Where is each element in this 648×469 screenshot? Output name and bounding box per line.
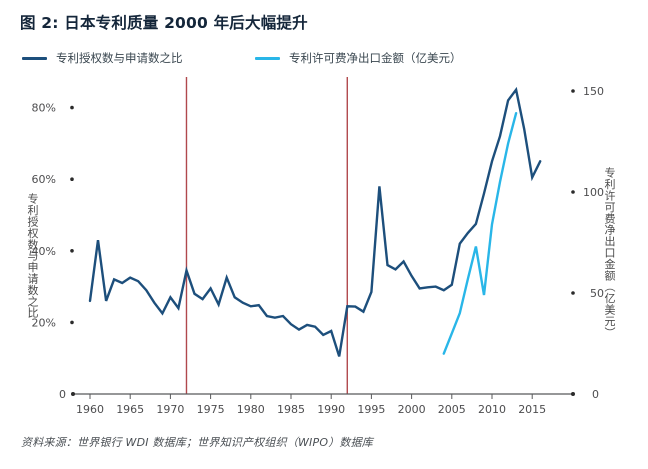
left-tick-dot-80 bbox=[70, 105, 74, 110]
x-tick-label-1990: 1990 bbox=[317, 403, 345, 416]
x-axis-end-dot bbox=[571, 392, 575, 396]
left-tick-dot-20 bbox=[70, 320, 74, 325]
x-tick-label-1960: 1960 bbox=[76, 403, 104, 416]
x-tick-label-1970: 1970 bbox=[156, 403, 184, 416]
legend-item-ratio: 专利授权数与申请数之比 bbox=[22, 51, 183, 65]
x-axis-start-dot bbox=[71, 392, 75, 396]
right-tick-label-100: 100 bbox=[583, 186, 604, 199]
right-axis-title: 专利许可费净出口金额（亿美元） bbox=[603, 167, 616, 338]
series-line-license bbox=[442, 111, 518, 355]
right-tick-dot-100 bbox=[571, 190, 575, 194]
source-note: 资料来源：世界银行 WDI 数据库；世界知识产权组织（WIPO）数据库 bbox=[21, 436, 373, 449]
x-tick-label-1980: 1980 bbox=[237, 403, 265, 416]
left-tick-dot-40 bbox=[70, 249, 74, 253]
left-tick-label-40: 40% bbox=[32, 245, 56, 258]
left-tick-label-60: 60% bbox=[32, 173, 56, 186]
left-tick-label-80: 80% bbox=[32, 102, 56, 115]
right-tick-dot-50 bbox=[571, 291, 575, 295]
x-tick-label-1985: 1985 bbox=[277, 403, 305, 416]
right-tick-label-150: 150 bbox=[583, 85, 604, 98]
left-tick-dot-60 bbox=[70, 177, 74, 181]
left-tick-label-20: 20% bbox=[32, 316, 56, 329]
x-tick-label-2015: 2015 bbox=[518, 403, 546, 416]
legend-label-license: 专利许可费净出口金额（亿美元） bbox=[289, 51, 462, 65]
left-tick-label-0: 0 bbox=[59, 388, 66, 401]
legend-label-ratio: 专利授权数与申请数之比 bbox=[56, 51, 183, 65]
x-tick-label-1965: 1965 bbox=[116, 403, 144, 416]
x-tick-label-1995: 1995 bbox=[357, 403, 385, 416]
page-title: 图 2: 日本专利质量 2000 年后大幅提升 bbox=[20, 14, 308, 32]
x-tick-label-2000: 2000 bbox=[398, 403, 426, 416]
left-axis-title: 专利授权数与申请数之比 bbox=[26, 193, 39, 319]
x-tick-label-1975: 1975 bbox=[197, 403, 225, 416]
legend-line-swatch-license bbox=[255, 56, 280, 60]
right-tick-label-50: 50 bbox=[590, 287, 604, 300]
series-line-ratio bbox=[88, 86, 542, 357]
right-tick-label-0: 0 bbox=[592, 388, 599, 401]
legend-line-swatch-ratio bbox=[22, 56, 47, 60]
x-tick-label-2005: 2005 bbox=[438, 403, 466, 416]
legend-item-license: 专利许可费净出口金额（亿美元） bbox=[255, 51, 462, 65]
x-tick-label-2010: 2010 bbox=[478, 403, 506, 416]
right-tick-dot-150 bbox=[571, 89, 575, 93]
